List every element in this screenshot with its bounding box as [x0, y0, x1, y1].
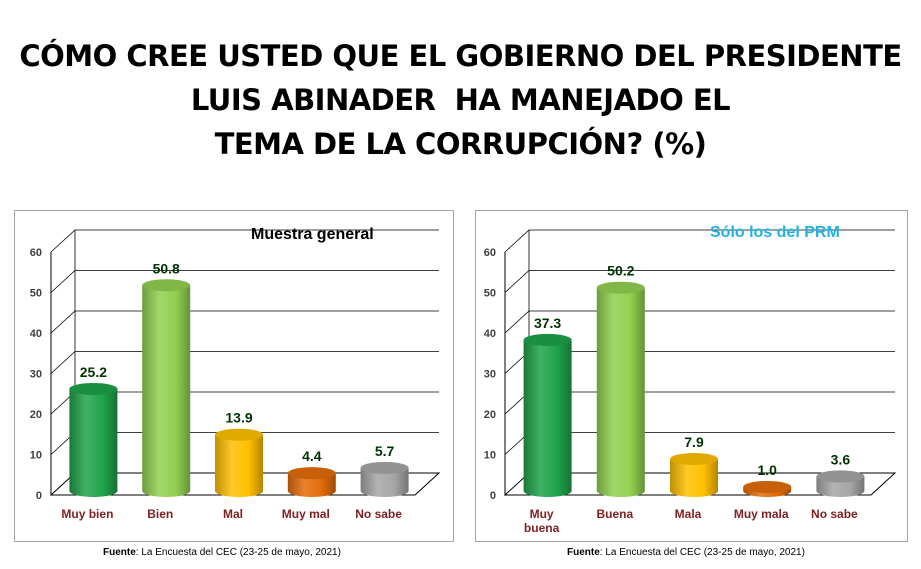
bar-2 [215, 428, 263, 497]
bar-body [69, 388, 118, 497]
bar-top [816, 470, 865, 483]
bar-top [523, 333, 572, 346]
category-label: No sabe [355, 507, 402, 521]
category-label: Buena [596, 507, 633, 521]
bar-3 [287, 467, 336, 497]
page-title: CÓMO CREE USTED QUE EL GOBIERNO DEL PRES… [0, 34, 921, 166]
bar-top [360, 461, 409, 474]
bar-body [596, 287, 645, 497]
bar-2 [670, 453, 718, 497]
bar-top [670, 453, 718, 466]
bar-body [287, 473, 336, 497]
y-tick-label: 0 [36, 490, 42, 502]
data-label: 13.9 [225, 410, 252, 426]
category-label: No sabe [811, 507, 858, 521]
bar-1 [596, 281, 645, 497]
chart-title: Sólo los del PRM [710, 224, 840, 241]
chart-general: 0 10 20 30 40 50 60 25.2 Muy bien 50.8 Bien 13.9 Mal… [30, 226, 441, 521]
bar-body [670, 459, 718, 497]
title-line-1: CÓMO CREE USTED QUE EL GOBIERNO DEL PRES… [19, 39, 902, 73]
source-note-general: Fuente: La Encuesta del CEC (23-25 de ma… [103, 547, 341, 558]
category-label: Bien [147, 507, 173, 521]
bar-top [743, 480, 792, 493]
data-label: 7.9 [684, 434, 704, 450]
y-tick-label: 20 [30, 409, 42, 421]
category-label: buena [524, 521, 560, 535]
source-text: : La Encuesta del CEC (23-25 de mayo, 20… [135, 547, 341, 558]
y-tick-label: 50 [484, 288, 496, 300]
source-text: : La Encuesta del CEC (23-25 de mayo, 20… [599, 547, 805, 558]
bar-top [215, 428, 263, 441]
bar-body [360, 467, 409, 497]
bar-top [142, 279, 191, 292]
bar-3 [743, 480, 792, 497]
y-tick-label: 60 [484, 247, 496, 259]
bar-top [596, 281, 645, 294]
bar-body [215, 434, 263, 497]
data-label: 5.7 [375, 443, 395, 459]
y-tick-label: 10 [484, 450, 496, 462]
data-label: 50.8 [153, 260, 180, 276]
source-note-prm: Fuente: La Encuesta del CEC (23-25 de ma… [567, 547, 805, 558]
y-tick-label: 30 [30, 369, 42, 381]
data-label: 1.0 [757, 462, 777, 478]
title-line-2: LUIS ABINADER HA MANEJADO EL [190, 83, 731, 117]
category-label: Muy mal [282, 507, 330, 521]
bar-0 [69, 382, 118, 497]
y-tick-label: 60 [30, 247, 42, 259]
y-tick-label: 50 [30, 288, 42, 300]
data-label: 25.2 [80, 364, 107, 380]
category-label: Mala [675, 507, 702, 521]
data-label: 4.4 [302, 448, 322, 464]
bar-0 [523, 333, 572, 497]
y-tick-label: 20 [484, 409, 496, 421]
category-label: Muy [530, 507, 554, 521]
bar-top [287, 467, 336, 480]
category-label: Mal [223, 507, 243, 521]
bar-4 [360, 461, 409, 497]
y-tick-label: 10 [30, 450, 42, 462]
chart-title: Muestra general [251, 226, 374, 243]
data-label: 50.2 [607, 263, 634, 279]
title-line-3: TEMA DE LA CORRUPCIÓN? (%) [214, 127, 707, 161]
y-tick-label: 0 [490, 490, 496, 502]
chart-panel-general: 0 10 20 30 40 50 60 25.2 Muy bien 50.8 Bien 13.9 Mal… [14, 210, 454, 542]
bar-top [69, 382, 118, 395]
category-label: Muy bien [61, 507, 113, 521]
source-label: Fuente [567, 547, 600, 558]
data-label: 3.6 [831, 451, 851, 467]
category-label: Muy mala [734, 507, 789, 521]
y-tick-label: 30 [484, 369, 496, 381]
data-label: 37.3 [534, 315, 561, 331]
bar-body [142, 285, 191, 497]
bar-body [523, 339, 572, 497]
bar-1 [142, 279, 191, 497]
chart-panel-prm: 0 10 20 30 40 50 60 37.3 Muy buena 50.2 Buena 7.9 Mal… [475, 210, 908, 542]
y-tick-label: 40 [30, 328, 42, 340]
y-tick-label: 40 [484, 328, 496, 340]
source-label: Fuente [103, 547, 136, 558]
bar-4 [816, 470, 865, 497]
